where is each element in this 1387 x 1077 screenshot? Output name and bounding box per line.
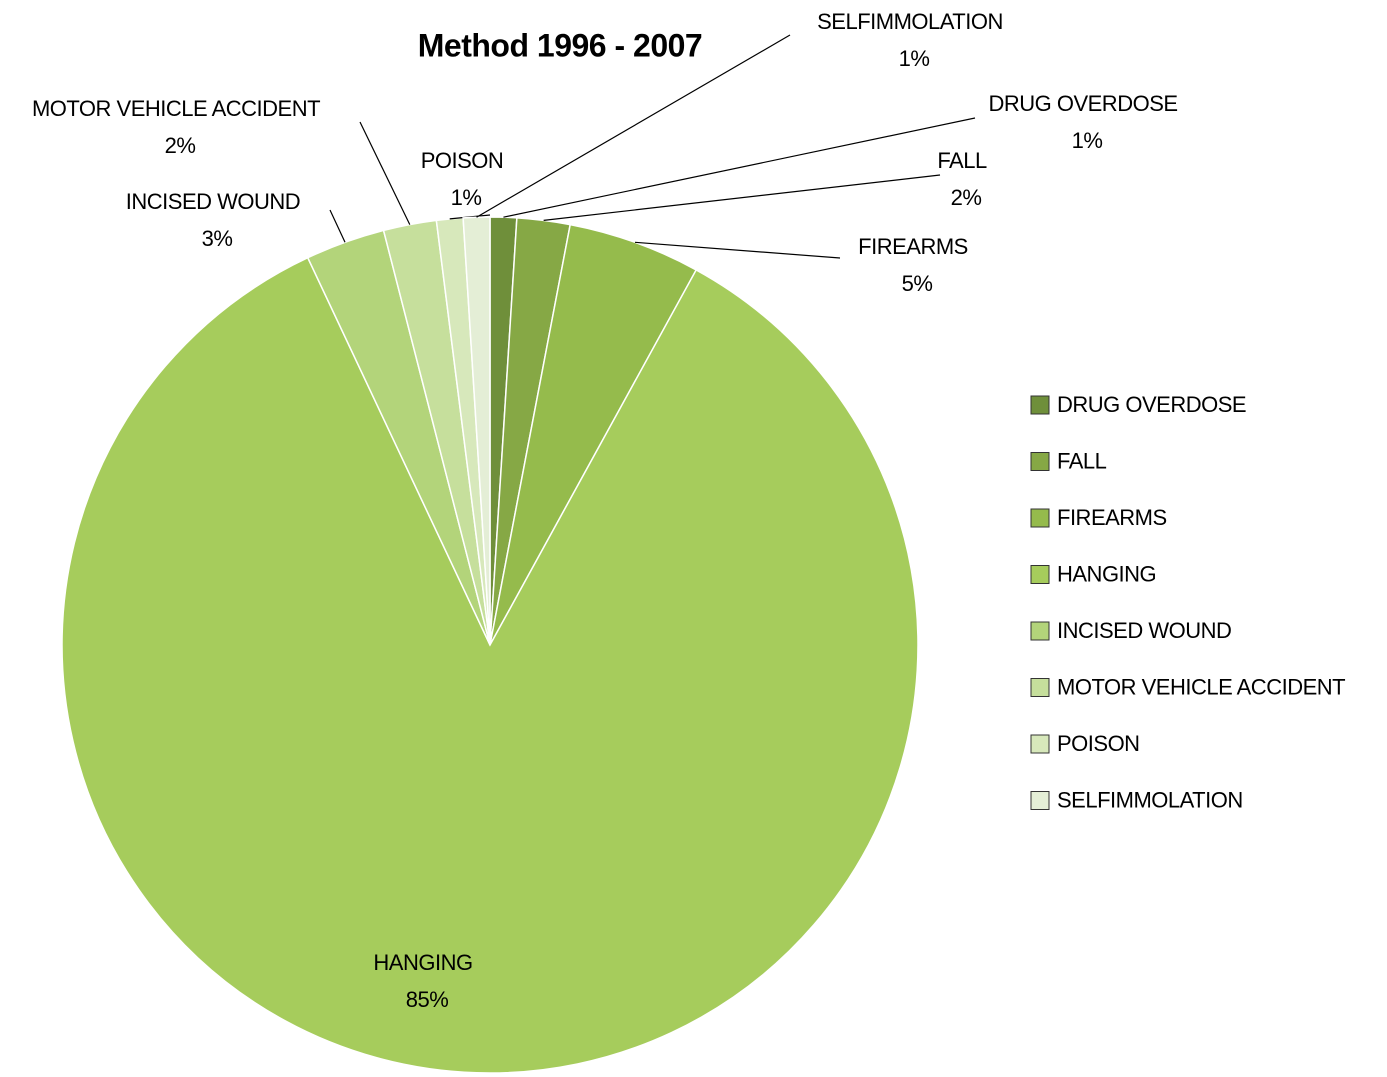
legend-label: MOTOR VEHICLE ACCIDENT <box>1057 674 1345 699</box>
legend-label: FIREARMS <box>1057 505 1167 530</box>
data-label-name: POISON <box>421 148 504 173</box>
data-label-name: SELFIMMOLATION <box>817 9 1003 34</box>
legend-swatch <box>1030 678 1050 697</box>
legend-swatch <box>1030 621 1050 641</box>
legend-label: HANGING <box>1057 561 1156 586</box>
data-label-value: 1% <box>899 46 930 71</box>
data-label-name: HANGING <box>373 950 472 975</box>
legend-swatch <box>1030 395 1050 415</box>
pie-slice <box>61 256 919 1074</box>
leader-line <box>329 209 346 243</box>
data-label-name: FALL <box>937 148 987 173</box>
data-label-value: 1% <box>451 185 482 210</box>
legend-swatch <box>1030 791 1050 810</box>
legend-swatch <box>1030 734 1050 754</box>
leader-line <box>634 241 841 259</box>
legend-label: POISON <box>1057 731 1140 756</box>
data-label-name: INCISED WOUND <box>126 189 300 214</box>
legend-label: INCISED WOUND <box>1057 618 1231 643</box>
legend-swatch <box>1030 508 1050 528</box>
data-label-name: MOTOR VEHICLE ACCIDENT <box>32 96 320 121</box>
chart-title: Method 1996 - 2007 <box>418 27 702 63</box>
leader-line <box>476 34 791 218</box>
leader-line <box>359 121 411 225</box>
data-label-value: 2% <box>165 133 196 158</box>
legend-label: FALL <box>1057 448 1107 473</box>
data-label-name: DRUG OVERDOSE <box>988 91 1177 116</box>
legend-swatch <box>1030 565 1050 584</box>
data-label-value: 3% <box>202 226 233 251</box>
data-label-value: 5% <box>902 271 933 296</box>
data-label-value: 2% <box>951 185 982 210</box>
legend-swatch <box>1030 452 1050 471</box>
leader-line <box>543 174 941 221</box>
legend-label: SELFIMMOLATION <box>1057 787 1243 812</box>
data-label-name: FIREARMS <box>858 234 968 259</box>
data-label-value: 85% <box>406 987 449 1012</box>
data-label-value: 1% <box>1072 128 1103 153</box>
legend-label: DRUG OVERDOSE <box>1057 392 1246 417</box>
leader-line <box>503 117 976 218</box>
